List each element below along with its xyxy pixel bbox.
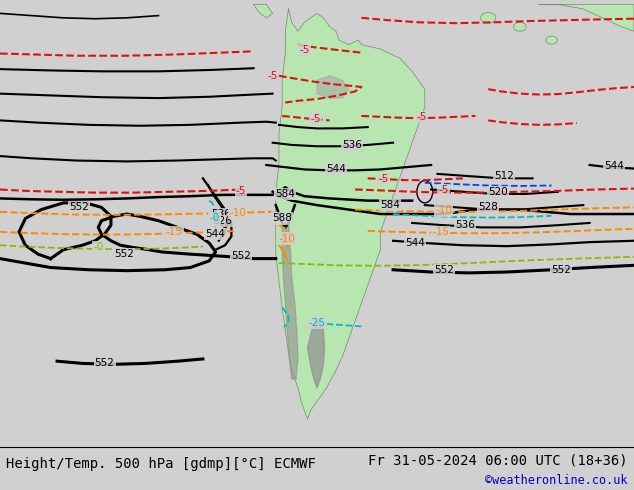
Text: ©weatheronline.co.uk: ©weatheronline.co.uk [485,474,628,487]
Text: 552: 552 [69,202,89,212]
Text: 544: 544 [604,161,624,171]
Text: 536: 536 [210,209,231,219]
Polygon shape [254,4,273,18]
Text: 552: 552 [434,265,454,275]
Text: 512: 512 [494,171,514,181]
Text: -10: -10 [279,234,295,244]
Text: 544: 544 [205,229,226,239]
Text: -0: -0 [209,214,219,223]
Text: Fr 31-05-2024 06:00 UTC (18+36): Fr 31-05-2024 06:00 UTC (18+36) [368,453,628,467]
Text: -10: -10 [230,208,246,218]
Text: -0: -0 [93,243,103,252]
Text: -5: -5 [268,71,278,81]
Text: Height/Temp. 500 hPa [gdmp][°C] ECMWF: Height/Temp. 500 hPa [gdmp][°C] ECMWF [6,457,316,470]
Text: -10: -10 [436,205,452,216]
Text: -15: -15 [432,227,449,237]
Text: 552: 552 [551,265,571,275]
Text: 536: 536 [342,140,362,150]
Text: -5: -5 [236,186,246,196]
Circle shape [546,36,557,44]
Text: -5: -5 [417,112,427,122]
Text: 526: 526 [212,216,233,226]
Text: -5: -5 [299,45,309,55]
Text: 552: 552 [231,251,251,261]
Polygon shape [282,223,298,379]
Text: 552: 552 [113,249,134,259]
Text: 536: 536 [455,220,475,230]
Text: 584: 584 [380,200,400,210]
Circle shape [481,12,496,23]
Text: -5: -5 [311,114,321,123]
Polygon shape [276,9,425,419]
Text: 544: 544 [326,165,346,174]
Ellipse shape [417,181,432,203]
Circle shape [514,22,526,31]
Text: -25: -25 [309,318,325,328]
Text: 552: 552 [94,358,115,368]
Text: 520: 520 [488,187,508,197]
Polygon shape [317,76,349,98]
Text: 584: 584 [275,189,295,199]
Text: 588: 588 [272,214,292,223]
Text: 528: 528 [478,202,498,212]
Text: -5: -5 [439,185,449,196]
Polygon shape [307,321,325,388]
Polygon shape [539,4,634,31]
Text: -5: -5 [378,174,389,184]
Text: 544: 544 [405,238,425,248]
Text: -15: -15 [166,227,183,237]
